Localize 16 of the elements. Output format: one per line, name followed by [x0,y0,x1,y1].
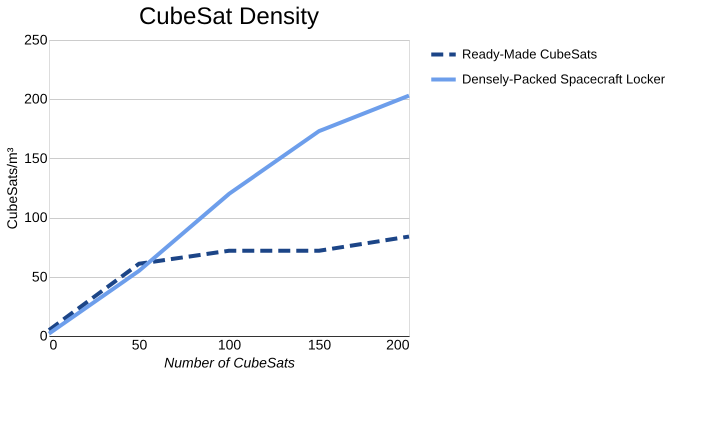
y-tick-label: 100 [24,209,48,226]
legend-label: Densely-Packed Spacecraft Locker [462,72,666,86]
x-tick-label: 150 [308,336,332,352]
y-tick-label: 150 [24,150,48,166]
x-tick-label: 200 [386,336,410,352]
x-axis-title: Number of CubeSats [164,354,295,370]
chart-title: CubeSat Density [138,3,320,30]
legend-label: Ready-Made CubeSats [462,46,598,62]
y-tick-label: 250 [24,32,48,48]
x-tick-label: 100 [218,336,242,352]
line-series [47,94,411,336]
y-tick-label: 200 [24,90,48,107]
y-axis-title: CubeSats/m³ [4,147,20,230]
x-tick-label: 50 [132,336,148,352]
y-tick-label: 50 [32,268,48,284]
line-series [47,234,411,332]
